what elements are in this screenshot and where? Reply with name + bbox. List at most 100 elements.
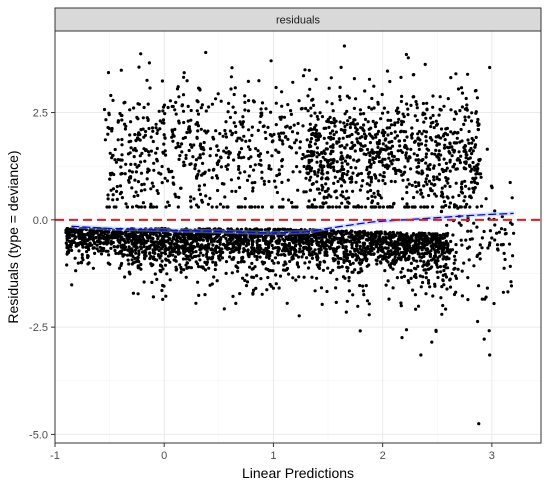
data-point bbox=[446, 231, 450, 236]
data-point bbox=[104, 118, 108, 122]
data-point bbox=[468, 156, 472, 160]
data-point bbox=[432, 166, 436, 170]
data-point bbox=[425, 107, 429, 111]
data-point bbox=[243, 170, 247, 174]
data-point bbox=[166, 167, 170, 171]
data-point bbox=[384, 255, 388, 259]
data-point bbox=[234, 130, 238, 134]
data-point bbox=[230, 271, 234, 275]
data-point bbox=[256, 235, 260, 239]
data-point bbox=[446, 196, 450, 200]
data-point bbox=[111, 228, 115, 232]
data-point bbox=[263, 130, 267, 134]
data-point bbox=[334, 189, 338, 193]
data-point bbox=[64, 241, 68, 245]
data-point bbox=[136, 193, 140, 198]
data-point bbox=[250, 261, 254, 265]
data-point bbox=[203, 268, 208, 272]
data-point bbox=[368, 153, 372, 158]
data-point bbox=[224, 151, 228, 155]
data-point bbox=[398, 130, 403, 134]
data-point bbox=[197, 265, 201, 269]
data-point bbox=[248, 233, 252, 237]
data-point bbox=[74, 269, 78, 273]
data-point bbox=[160, 164, 164, 169]
data-point bbox=[319, 248, 323, 252]
data-point bbox=[335, 170, 340, 174]
data-point bbox=[264, 136, 268, 141]
data-point bbox=[162, 121, 166, 125]
data-point bbox=[258, 120, 262, 124]
data-point bbox=[191, 155, 195, 159]
data-point bbox=[433, 249, 437, 253]
data-point bbox=[228, 241, 232, 245]
data-point bbox=[416, 264, 420, 268]
data-point bbox=[317, 244, 321, 248]
data-point bbox=[399, 75, 403, 79]
data-point bbox=[425, 147, 429, 151]
data-point bbox=[488, 229, 492, 233]
data-point bbox=[428, 285, 432, 289]
data-point bbox=[402, 274, 406, 278]
data-point bbox=[201, 266, 205, 270]
data-point bbox=[395, 276, 399, 280]
data-point bbox=[170, 239, 174, 243]
data-point bbox=[120, 171, 124, 176]
data-point bbox=[421, 157, 425, 162]
data-point bbox=[280, 164, 284, 168]
data-point bbox=[466, 229, 470, 233]
data-point bbox=[336, 240, 340, 245]
data-point bbox=[432, 126, 436, 130]
data-point bbox=[360, 260, 364, 265]
data-point bbox=[508, 264, 512, 268]
data-point bbox=[165, 179, 170, 183]
data-point bbox=[204, 131, 208, 135]
data-point bbox=[288, 126, 292, 130]
data-point bbox=[250, 267, 254, 271]
data-point bbox=[270, 154, 274, 158]
data-point bbox=[104, 249, 108, 253]
data-point bbox=[123, 275, 127, 279]
data-point bbox=[458, 109, 462, 113]
data-point bbox=[127, 180, 131, 184]
data-point bbox=[189, 236, 193, 240]
data-point bbox=[188, 129, 192, 133]
data-point bbox=[296, 131, 300, 135]
data-point bbox=[429, 182, 434, 186]
data-point bbox=[380, 111, 385, 115]
data-point bbox=[446, 97, 450, 101]
data-point bbox=[170, 169, 174, 173]
data-point bbox=[448, 278, 452, 282]
data-point bbox=[345, 122, 349, 127]
data-point bbox=[246, 109, 251, 113]
data-point bbox=[391, 154, 395, 158]
data-point bbox=[433, 183, 437, 187]
data-point bbox=[443, 184, 447, 188]
data-point bbox=[203, 260, 207, 264]
data-point bbox=[91, 238, 95, 242]
data-point bbox=[250, 125, 254, 129]
data-point bbox=[347, 96, 351, 100]
data-point bbox=[406, 205, 410, 209]
data-point bbox=[136, 133, 140, 137]
data-point bbox=[452, 261, 456, 265]
data-point bbox=[205, 255, 209, 259]
data-point bbox=[314, 77, 318, 81]
data-point bbox=[198, 258, 202, 262]
data-point bbox=[69, 243, 73, 247]
data-point bbox=[381, 239, 385, 243]
data-point bbox=[342, 167, 346, 171]
data-point bbox=[442, 146, 447, 150]
data-point bbox=[466, 276, 470, 280]
data-point bbox=[117, 234, 121, 238]
data-point bbox=[386, 279, 390, 283]
data-point bbox=[333, 124, 337, 128]
data-point bbox=[406, 244, 411, 249]
data-point bbox=[338, 237, 342, 242]
data-point bbox=[312, 150, 316, 154]
data-point bbox=[345, 162, 349, 166]
data-point bbox=[133, 162, 137, 166]
data-point bbox=[338, 169, 342, 173]
data-point bbox=[311, 205, 315, 209]
data-point bbox=[344, 229, 348, 233]
